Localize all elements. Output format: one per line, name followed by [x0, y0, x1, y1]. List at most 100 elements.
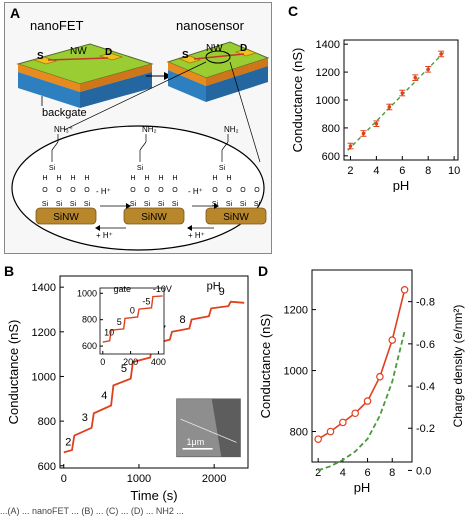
panel-b-letter: B: [4, 263, 14, 279]
nanofet-label: nanoFET: [30, 18, 84, 33]
inset-y-tick-label: 800: [82, 315, 97, 325]
ph-step-label: 8: [180, 314, 186, 326]
inset-x-tick-label: 0: [100, 357, 105, 367]
y-tick-label: 1200: [32, 327, 56, 339]
sensor-source-label: S: [182, 50, 189, 61]
y-tick-label: 1000: [316, 95, 340, 107]
h-atom-label: H: [158, 175, 163, 182]
x-tick-label: 2: [347, 165, 353, 177]
panel-a-letter: A: [10, 5, 20, 21]
panel-d-letter: D: [258, 263, 268, 279]
conductance-point: [400, 286, 409, 294]
sensor-drain-label: D: [240, 43, 247, 54]
data-point: [426, 67, 431, 72]
x-tick-label: 6: [399, 165, 405, 177]
si-atom-label: Si: [49, 165, 56, 172]
y-tick-label: 1400: [316, 39, 340, 51]
si-atom-label: Si: [144, 201, 151, 208]
x-tick-label: 4: [373, 165, 379, 177]
inset-step-label: 10: [104, 328, 114, 338]
amine-label: NH₂: [142, 125, 157, 134]
ph-step-label: 9: [219, 286, 225, 298]
x-tick-label: 10: [448, 165, 460, 177]
x-tick-label: 8: [425, 165, 431, 177]
zoom-line-left: [63, 61, 207, 131]
y-tick-label: 800: [38, 416, 56, 428]
inset-x-tick-label: 400: [151, 357, 166, 367]
ph-step-label: 5: [121, 363, 127, 375]
x-tick-label: 4: [340, 467, 346, 479]
sinw-label: SiNW: [53, 212, 79, 223]
ph-step-label: 2: [65, 437, 71, 449]
nanofet-device: S NW D: [16, 43, 154, 108]
sem-electrode: [211, 398, 241, 457]
data-point: [374, 121, 379, 126]
conductance-point: [388, 336, 397, 344]
o-atom-label: O: [226, 187, 232, 194]
x-axis-label: Time (s): [130, 488, 177, 503]
conductance-point: [326, 427, 335, 436]
charge-density-curve: [317, 330, 406, 472]
conductance-point: [363, 397, 372, 405]
nanosensor-label: nanosensor: [176, 18, 245, 33]
y2-tick-label: -0.4: [416, 381, 435, 393]
panel-a-schematic: A nanoFET nanosensor S NW D backgate S N…: [4, 2, 272, 254]
figure-caption: ...(A) ... nanoFET ... (B) ... (C) ... (…: [0, 506, 184, 516]
inset-gate-label: gate: [113, 284, 131, 294]
o-atom-label: O: [84, 187, 90, 194]
data-point: [361, 131, 366, 136]
y-tick-label: 600: [38, 461, 56, 473]
si-atom-label: Si: [219, 165, 226, 172]
o-atom-label: O: [144, 187, 150, 194]
backgate-label: backgate: [42, 107, 87, 119]
x-tick-label: 8: [389, 467, 395, 479]
x-tick-label: 0: [61, 473, 67, 485]
si-atom-label: Si: [130, 201, 137, 208]
conductance-point: [314, 435, 322, 443]
inset-step-label: 0: [130, 306, 135, 316]
si-atom-label: Si: [137, 165, 144, 172]
h-atom-label: H: [56, 175, 61, 182]
sinw-block: [35, 207, 97, 225]
h-atom-label: H: [84, 175, 89, 182]
ph-step-label: 3: [82, 412, 88, 424]
source-label: S: [37, 51, 44, 62]
si-atom-label: Si: [226, 201, 233, 208]
x-axis-label: pH: [354, 480, 371, 495]
arrow-head: [126, 203, 131, 209]
inset-frame: [99, 287, 165, 355]
inset-trace: [102, 295, 163, 343]
inset-step-label: -10V: [153, 284, 172, 294]
y-tick-label: 800: [290, 427, 308, 439]
conductance-point: [376, 372, 384, 381]
o-atom-label: O: [158, 187, 164, 194]
h-atom-label: H: [172, 175, 177, 182]
sinw-block: [205, 207, 267, 225]
panel-d-chart: D 800 1000 1200 0.0 -0.2 -0.4 -0.6 -0.8 2 4 6 8 pH Co…: [258, 263, 465, 495]
inset-step-label: 5: [117, 317, 122, 327]
bond: [51, 141, 59, 151]
inset-y-tick-label: 1000: [77, 288, 97, 298]
conductance-point: [351, 409, 360, 418]
si-atom-label: Si: [42, 201, 49, 208]
si-atom-label: Si: [254, 201, 261, 208]
protonation-label: + H⁺: [96, 231, 113, 240]
y-tick-label: 1200: [316, 67, 340, 79]
y2-tick-label: 0.0: [416, 465, 431, 477]
o-atom-label: O: [56, 187, 62, 194]
y-axis-label: Conductance (nS): [258, 314, 273, 419]
o-atom-label: O: [70, 187, 76, 194]
o-atom-label: O: [130, 187, 136, 194]
conductance-point: [339, 418, 347, 427]
y-tick-label: 800: [322, 123, 340, 135]
arrow-head: [187, 225, 192, 231]
x-axis-label: pH: [393, 178, 410, 192]
nanosensor-device: S NW D: [166, 41, 270, 102]
arrow-head: [214, 203, 219, 209]
y-tick-label: 1200: [284, 305, 308, 317]
x-tick-label: 2: [315, 467, 321, 479]
surface-chemistry: SiNWSiOHSiOHSiOHSiOHSiNH₃⁺SiNWSiOHSiOHSi…: [35, 125, 267, 240]
si-atom-label: Si: [172, 201, 179, 208]
y-axis-label: Conductance (nS): [290, 48, 305, 153]
panel-c-chart: C 600 800 1000 1200 1400 2 4 6 8 10 pH Conductance …: [288, 3, 460, 192]
